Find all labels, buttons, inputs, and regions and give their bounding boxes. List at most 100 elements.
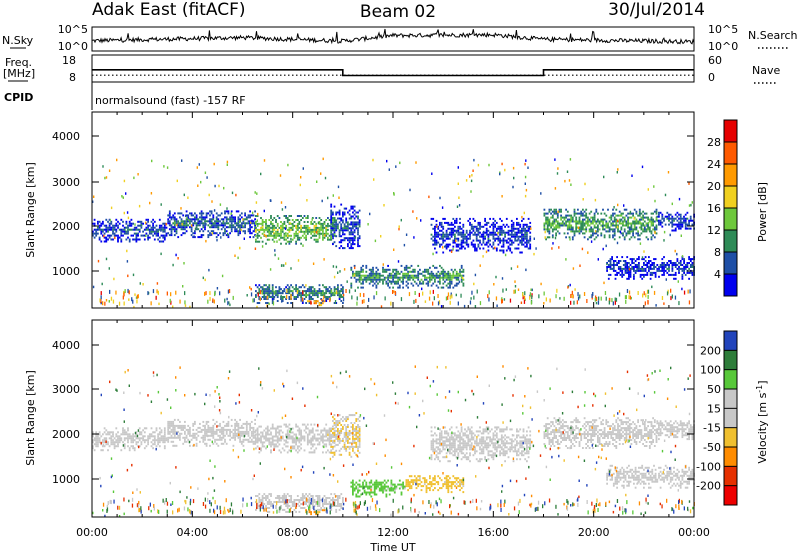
scatter-cell	[578, 220, 581, 223]
scatter-cell	[271, 427, 274, 430]
scatter-cell	[382, 280, 384, 283]
scatter-cell	[298, 286, 301, 289]
scatter-cell	[442, 286, 445, 289]
scatter-cell	[217, 424, 220, 427]
scatter-cell	[624, 260, 627, 262]
scatter-cell	[145, 228, 148, 231]
scatter-cell	[595, 208, 598, 211]
scatter-cell	[335, 430, 338, 432]
scatter-cell	[479, 227, 481, 230]
scatter-cell	[405, 272, 408, 275]
scatter-cell	[335, 426, 338, 428]
scatter-cell	[474, 273, 477, 277]
scatter-cell	[125, 192, 127, 195]
scatter-cell	[392, 280, 394, 283]
scatter-cell	[325, 451, 328, 454]
scatter-cell	[509, 229, 512, 232]
scatter-cell	[330, 225, 333, 228]
scatter-cell	[671, 225, 674, 228]
scatter-cell	[352, 430, 354, 432]
scatter-cell	[661, 213, 664, 216]
scatter-cell	[460, 280, 463, 283]
scatter-cell	[168, 420, 171, 423]
scatter-cell	[521, 239, 523, 242]
scatter-cell	[107, 441, 109, 444]
scatter-cell	[646, 273, 649, 276]
scatter-cell	[355, 274, 358, 277]
scatter-cell	[592, 228, 594, 231]
scatter-cell	[268, 441, 271, 444]
scatter-cell	[118, 441, 121, 444]
scatter-cell	[449, 243, 451, 246]
scatter-cell	[363, 293, 365, 298]
scatter-cell	[358, 485, 361, 488]
scatter-cell	[103, 228, 106, 231]
scatter-cell	[306, 232, 309, 235]
scatter-cell	[642, 222, 644, 225]
scatter-cell	[315, 290, 318, 293]
scatter-cell	[322, 437, 324, 440]
scatter-cell	[449, 278, 451, 281]
scatter-cell	[147, 435, 149, 438]
scatter-cell	[393, 272, 396, 275]
scatter-cell	[204, 216, 206, 219]
scatter-cell	[616, 256, 618, 259]
scatter-cell	[578, 232, 581, 235]
scatter-cell	[270, 217, 272, 219]
scatter-cell	[347, 211, 349, 214]
scatter-cell	[244, 226, 246, 229]
scatter-cell	[551, 230, 554, 233]
scatter-cell	[173, 444, 176, 447]
scatter-cell	[108, 226, 111, 229]
scatter-cell	[323, 286, 326, 289]
scatter-cell	[258, 439, 261, 442]
scatter-cell	[358, 443, 361, 446]
scatter-cell	[160, 435, 163, 438]
scatter-cell	[330, 227, 333, 230]
scatter-cell	[214, 440, 216, 443]
scatter-cell	[612, 269, 615, 272]
scatter-cell	[382, 268, 384, 271]
scatter-cell	[533, 252, 535, 256]
scatter-cell	[544, 236, 546, 239]
scatter-cell	[115, 222, 118, 225]
scatter-cell	[355, 280, 358, 283]
scatter-cell	[351, 295, 353, 300]
scatter-cell	[522, 292, 524, 297]
scatter-cell	[555, 208, 557, 211]
scatter-cell	[367, 278, 369, 281]
scatter-cell	[614, 264, 617, 266]
scatter-cell	[261, 433, 264, 436]
scatter-cell	[350, 233, 353, 236]
scatter-cell	[189, 212, 191, 215]
scatter-cell	[676, 252, 678, 256]
scatter-cell	[276, 294, 279, 297]
scatter-cell	[207, 424, 210, 427]
scatter-cell	[546, 230, 549, 233]
scatter-cell	[132, 228, 134, 231]
scatter-cell	[225, 216, 228, 219]
scatter-cell	[239, 432, 241, 435]
scatter-cell	[179, 299, 181, 304]
scatter-cell	[479, 231, 481, 234]
scatter-cell	[148, 435, 151, 438]
scatter-cell	[263, 292, 266, 295]
scatter-cell	[691, 273, 694, 276]
scatter-cell	[656, 219, 659, 222]
scatter-cell	[323, 295, 325, 300]
scatter-cell	[135, 435, 138, 438]
scatter-cell	[173, 226, 176, 229]
scatter-cell	[431, 172, 433, 175]
scatter-cell	[624, 269, 627, 272]
scatter-cell	[664, 266, 667, 268]
scatter-cell	[683, 271, 685, 274]
scatter-cell	[470, 179, 473, 183]
scatter-cell	[450, 221, 453, 224]
scatter-cell	[102, 449, 104, 452]
scatter-cell	[320, 226, 323, 229]
scatter-cell	[224, 212, 226, 215]
scatter-cell	[347, 416, 349, 419]
scatter-cell	[640, 222, 643, 225]
scatter-cell	[227, 428, 230, 431]
scatter-cell	[237, 222, 240, 225]
